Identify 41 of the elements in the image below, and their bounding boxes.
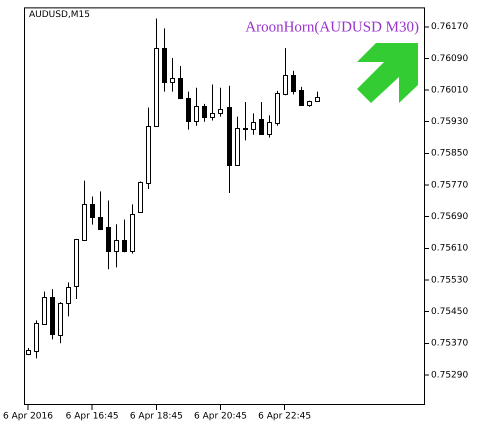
- candlestick: [82, 180, 87, 242]
- candlestick: [34, 320, 39, 359]
- candlestick: [66, 282, 71, 317]
- candlestick: [283, 48, 288, 96]
- candlestick: [235, 116, 240, 166]
- y-tick-label: 0.75290: [431, 370, 468, 380]
- y-tick-label: 0.75530: [431, 275, 468, 286]
- candlestick: [218, 87, 223, 118]
- candlestick: [146, 106, 151, 190]
- candlestick: [170, 58, 175, 92]
- y-tick-label: 0.75850: [431, 148, 468, 159]
- y-tick-label: 0.76170: [431, 22, 468, 32]
- chart-title: AUDUSD,M15: [29, 10, 90, 20]
- x-tick-label: 6 Apr 22:45: [258, 412, 312, 422]
- y-tick-label: 0.75610: [431, 244, 468, 254]
- y-tick-label: 0.76090: [431, 54, 468, 64]
- candlestick: [251, 112, 256, 136]
- candlestick: [194, 87, 199, 126]
- candlestick: [138, 180, 143, 214]
- candlestick: [42, 290, 47, 325]
- y-tick-label: 0.75690: [431, 212, 468, 222]
- y-tick-label: 0.75770: [431, 180, 468, 190]
- y-tick-label: 0.75450: [431, 306, 468, 317]
- x-tick-label: 6 Apr 16:45: [66, 412, 119, 422]
- y-tick-label: 0.75370: [431, 338, 468, 349]
- candlestick: [243, 101, 248, 141]
- candlestick: [275, 90, 280, 126]
- candlestick: [58, 302, 63, 344]
- candlestick: [210, 84, 215, 122]
- candlestick: [74, 238, 79, 300]
- y-tick-label: 0.75930: [431, 117, 468, 128]
- candlestick: [267, 114, 272, 138]
- x-tick-label: 6 Apr 18:45: [130, 412, 183, 422]
- x-tick-label: 6 Apr 2016: [3, 412, 54, 422]
- candlestick: [315, 91, 320, 102]
- candlestick: [154, 18, 159, 128]
- candlestick: [130, 204, 135, 254]
- candlestick: [114, 224, 119, 268]
- x-tick-label: 6 Apr 20:45: [194, 412, 247, 422]
- annotation: AroonHorn(AUDUSD M30): [245, 19, 419, 36]
- y-tick-label: 0.76010: [431, 85, 468, 96]
